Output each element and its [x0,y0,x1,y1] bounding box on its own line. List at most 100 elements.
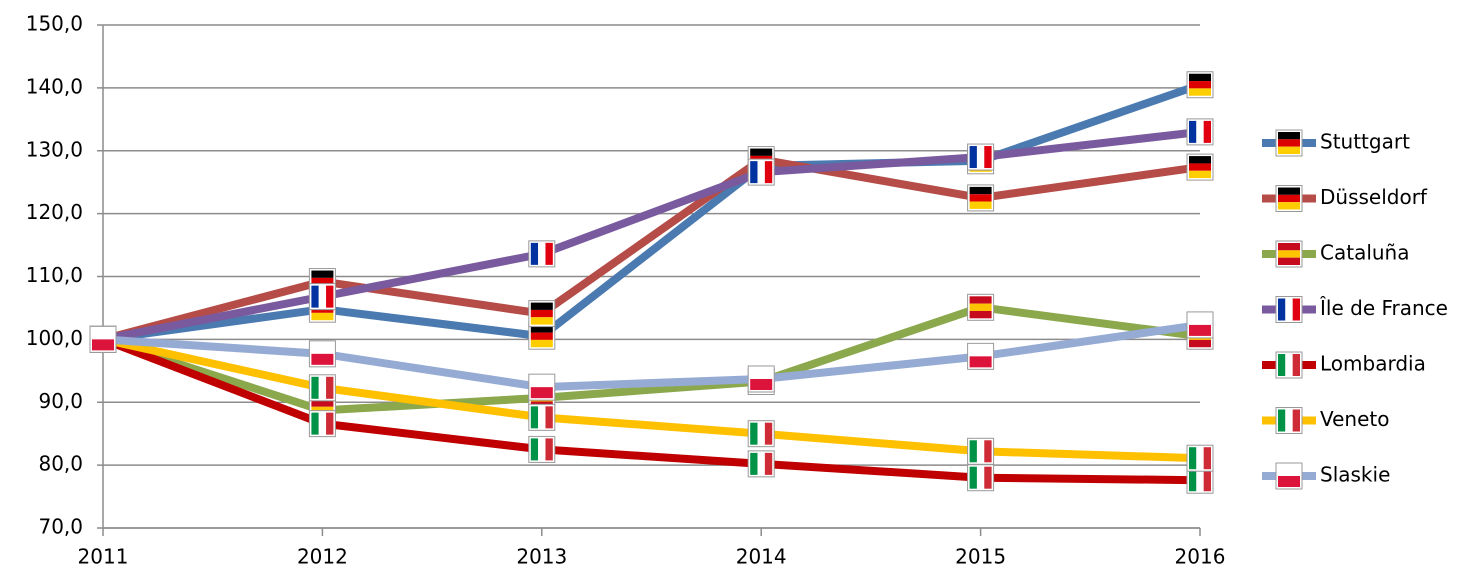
flag-marker [528,322,556,350]
flag-stripe [326,285,334,308]
flag-marker [747,365,775,393]
flag-stripe [969,345,992,357]
series-line [101,303,1201,415]
flag-stripe [538,242,546,265]
flag-stripe [326,412,334,435]
legend-entry: Stuttgart [1262,129,1410,157]
flag-stripe [757,161,765,184]
flag-stripe [311,270,334,278]
flag-stripe [1278,194,1300,203]
flag-stripe [1189,339,1211,348]
y-tick-label: 80,0 [38,452,83,476]
flag-stripe [1278,250,1300,258]
flag-stripe [311,353,334,365]
flag-marker [308,374,336,402]
flag-stripe [969,194,992,202]
flag-stripe [530,309,553,318]
flag-marker [967,464,995,492]
y-tick-label: 120,0 [26,200,83,224]
legend-label: Stuttgart [1320,130,1410,154]
flag-stripe [1278,243,1300,251]
flag-marker [1186,153,1214,181]
flag-stripe [1189,156,1211,164]
flag-stripe [1292,354,1300,376]
flag-stripe [1203,120,1211,143]
flag-stripe [1278,257,1300,265]
flag-stripe [311,285,319,308]
legend-entry: Île de France [1262,296,1448,323]
legend-entry: Slaskie [1262,462,1390,490]
flag-stripe [311,399,334,407]
flag-stripe [538,406,546,429]
flag-stripe [545,242,553,265]
flag-stripe [530,317,553,325]
legend-marker [1275,407,1303,434]
series-line [101,335,1201,485]
flag-marker [308,340,336,368]
x-tick-label: 2015 [955,545,1006,569]
flag-stripe [750,367,773,379]
x-tick-label: 2016 [1175,545,1226,569]
flag-stripe [969,440,977,463]
flag-stripe [984,466,992,489]
flag-marker [89,325,117,353]
flag-stripe [1278,476,1300,487]
flag-marker [1186,118,1214,146]
flag-stripe [750,148,773,156]
legend-entry: Cataluña [1262,240,1409,268]
flag-stripe [318,285,327,308]
flag-stripe [976,440,985,463]
flag-stripe [969,310,992,319]
flag-stripe [1285,409,1293,432]
legend-marker [1275,351,1303,379]
flag-stripe [1196,469,1204,492]
flag-stripe [1278,354,1286,376]
legend-label: Slaskie [1320,463,1390,487]
flag-stripe [1189,88,1211,96]
flag-stripe [1278,139,1300,147]
flag-stripe [1189,81,1211,89]
flag-stripe [92,328,114,340]
flag-marker [1186,71,1214,99]
flag-stripe [1285,298,1293,321]
flag-stripe [530,406,539,429]
flag-stripe [530,242,539,265]
flag-marker [747,420,775,448]
flag-marker [1186,444,1214,472]
flag-stripe [764,422,773,445]
flag-marker [528,300,556,328]
flag-stripe [1278,465,1300,476]
flag-stripe [969,186,992,195]
series-line [102,127,1201,344]
flag-stripe [530,339,553,348]
flag-stripe [1278,202,1300,210]
flag-stripe [538,438,546,461]
flag-stripe [750,161,758,184]
legend-entry: Düsseldorf [1262,185,1428,212]
flag-marker [967,293,995,321]
flag-stripe [1292,298,1300,321]
legend-label: Lombardia [1320,352,1426,376]
flag-stripe [530,438,539,461]
flag-stripe [1285,354,1293,376]
flag-stripe [530,325,553,333]
flag-marker [747,450,775,478]
flag-stripe [1278,298,1286,321]
flag-stripe [530,387,553,399]
flag-stripe [1196,120,1204,143]
flag-marker [967,184,995,212]
flag-stripe [1189,469,1197,492]
flag-marker [967,143,995,171]
flag-stripe [984,146,992,169]
flag-stripe [326,376,334,399]
flag-stripe [984,440,992,463]
flag-stripe [311,312,334,321]
flag-stripe [530,302,553,310]
flag-stripe [1203,447,1211,470]
legend-label: Veneto [1320,407,1390,431]
flag-stripe [969,303,992,311]
legend-marker [1275,185,1303,212]
flag-stripe [1189,170,1211,179]
flag-stripe [92,339,114,351]
